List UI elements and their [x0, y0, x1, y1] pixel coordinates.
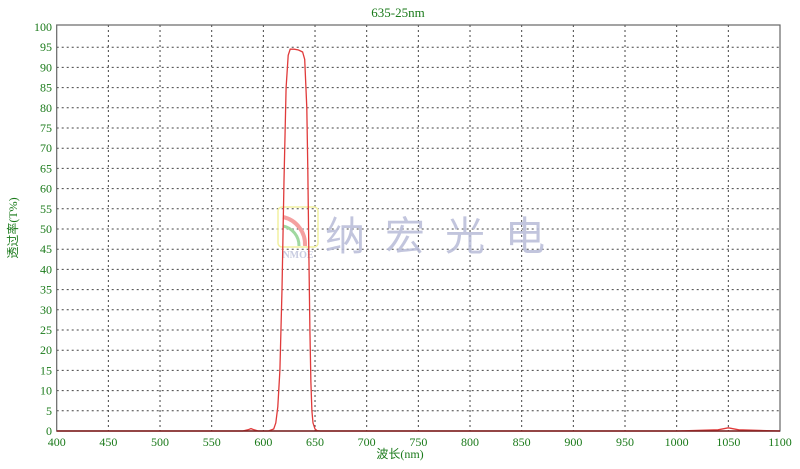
y-tick-label: 10 [40, 384, 52, 398]
y-tick-label: 70 [40, 141, 52, 155]
y-tick-label: 85 [40, 81, 52, 95]
x-tick-label: 550 [203, 435, 221, 449]
x-tick-label: 800 [461, 435, 479, 449]
y-tick-label: 50 [40, 222, 52, 236]
logo-arc-red [282, 215, 308, 247]
y-tick-label: 15 [40, 363, 52, 377]
watermark-text: 纳宏光电 [325, 214, 565, 260]
y-tick-label: 25 [40, 323, 52, 337]
x-tick-label: 950 [616, 435, 634, 449]
y-tick-label: 60 [40, 182, 52, 196]
x-tick-label: 750 [409, 435, 427, 449]
y-tick-label: 35 [40, 283, 52, 297]
x-tick-label: 650 [306, 435, 324, 449]
x-tick-label: 1050 [716, 435, 740, 449]
x-tick-label: 850 [513, 435, 531, 449]
y-tick-label: 45 [40, 242, 52, 256]
x-tick-label: 700 [358, 435, 376, 449]
x-tick-label: 900 [564, 435, 582, 449]
y-tick-label: 30 [40, 303, 52, 317]
y-tick-label: 95 [40, 40, 52, 54]
grid [56, 25, 780, 431]
y-tick-label: 20 [40, 343, 52, 357]
x-tick-label: 600 [254, 435, 272, 449]
chart-title: 635-25nm [371, 5, 424, 20]
y-tick-label: 40 [40, 262, 52, 276]
y-tick-label: 5 [46, 404, 52, 418]
y-ticks: 0 5 10 15 20 25 30 35 40 45 50 55 60 65 70 75 80 85 90 95 10… [34, 20, 52, 438]
y-tick-label: 75 [40, 121, 52, 135]
logo-box [277, 206, 319, 248]
y-tick-label: 65 [40, 161, 52, 175]
y-tick-label: 100 [34, 20, 52, 34]
y-tick-label: 90 [40, 60, 52, 74]
x-tick-label: 500 [151, 435, 169, 449]
y-tick-label: 0 [46, 424, 52, 438]
x-axis-label: 波长(nm) [376, 447, 423, 461]
y-tick-label: 55 [40, 202, 52, 216]
x-tick-label: 1100 [768, 435, 792, 449]
logo-text: NMOE [282, 250, 313, 261]
y-tick-label: 80 [40, 101, 52, 115]
y-axis-label: 透过率(T%) [5, 197, 20, 258]
x-tick-label: 1000 [665, 435, 689, 449]
x-ticks: 400 450 500 550 600 650 700 750 800 850 900 950 1000… [48, 435, 792, 449]
x-tick-label: 450 [99, 435, 117, 449]
watermark: NMOE 纳宏光电 [277, 206, 565, 261]
logo-arc-green [282, 224, 301, 247]
x-tick-label: 400 [48, 435, 66, 449]
